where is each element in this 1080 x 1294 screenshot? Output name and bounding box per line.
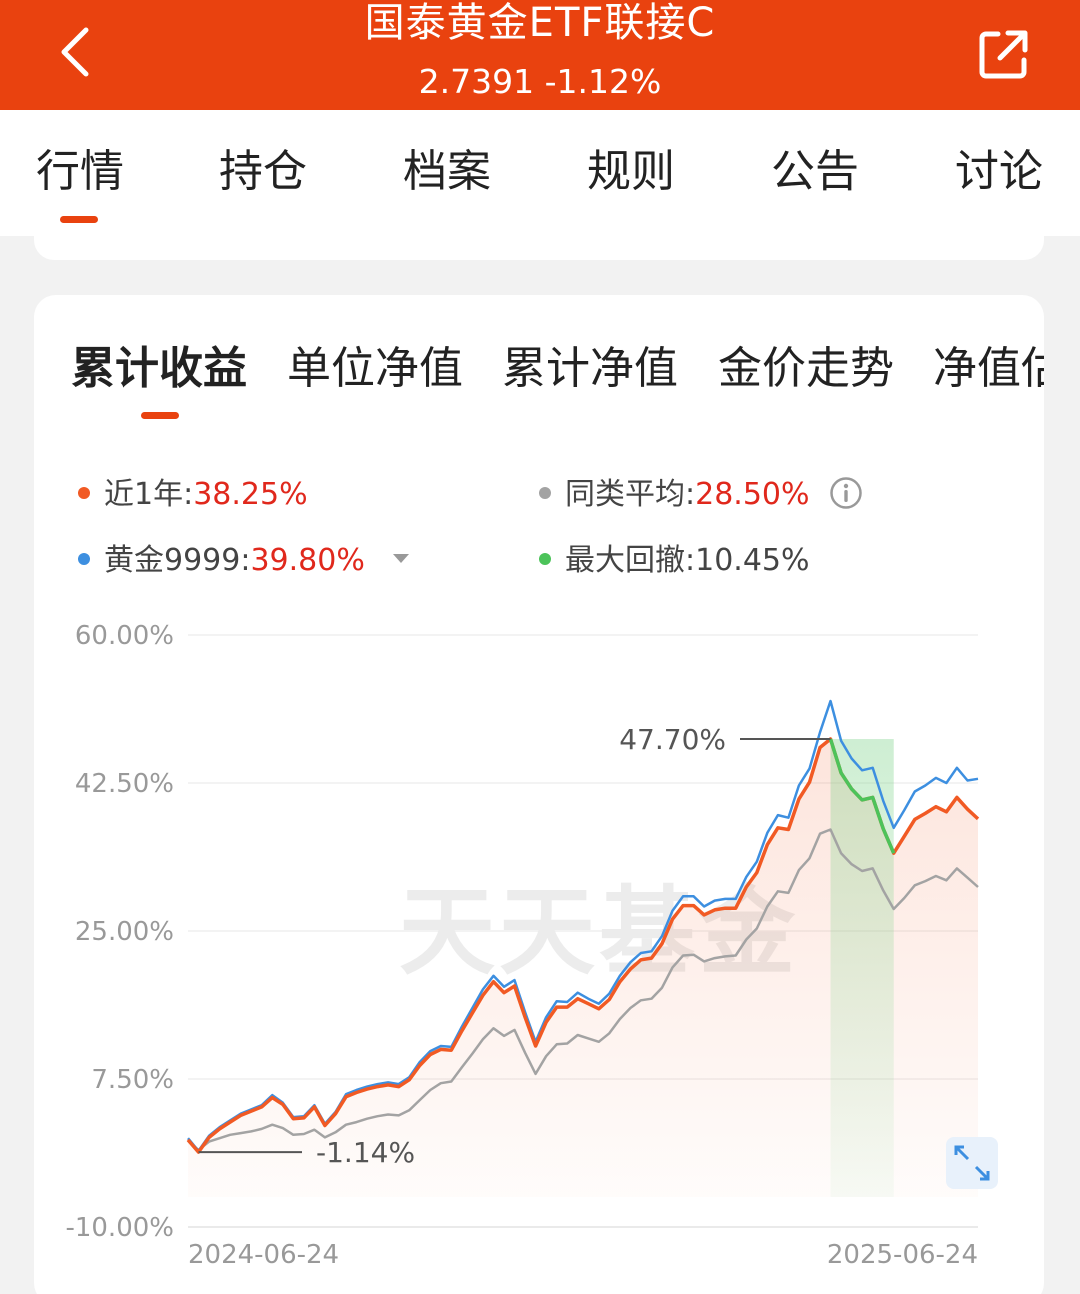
page-title: 国泰黄金ETF联接C [364, 0, 716, 46]
top-header: 国泰黄金ETF联接C 2.7391 -1.12% [0, 0, 1080, 110]
tab-announcements[interactable]: 公告 [771, 146, 859, 197]
y-tick-label: 42.50% [75, 769, 174, 799]
tab-rules[interactable]: 规则 [587, 146, 675, 197]
legend-drawdown-dot [539, 552, 551, 565]
legend-gold-value: 39.80% [250, 543, 365, 578]
price-change: 2.7391 -1.12% [418, 62, 662, 101]
legend-fund-value: 38.25% [193, 477, 308, 512]
legend-gold-dot [78, 552, 90, 565]
max-drawdown-area [830, 739, 894, 1197]
expand-icon [954, 1145, 990, 1181]
subtab-unit-nav[interactable]: 单位净值 [287, 343, 463, 394]
tab-profile[interactable]: 档案 [403, 146, 491, 197]
subtab-cumulative-nav[interactable]: 累计净值 [502, 343, 678, 394]
tab-holdings[interactable]: 持仓 [219, 146, 307, 197]
fund-area [188, 739, 978, 1197]
legend-peer: 同类平均:28.50% [539, 475, 863, 515]
legend-gold[interactable]: 黄金9999:39.80% [78, 541, 410, 581]
x-tick-label: 2024-06-24 [188, 1240, 339, 1270]
share-icon[interactable] [972, 22, 1036, 86]
subtab-active-indicator [141, 412, 179, 419]
legend-drawdown-label: 最大回撤: [565, 543, 696, 578]
info-icon[interactable] [829, 476, 863, 510]
x-tick-label: 2025-06-24 [827, 1240, 978, 1270]
tab-active-indicator [60, 216, 98, 223]
legend-peer-value: 28.50% [695, 477, 810, 512]
dropdown-caret-icon[interactable] [392, 553, 410, 565]
subtab-gold-price[interactable]: 金价走势 [718, 343, 894, 394]
y-tick-label: 60.00% [75, 621, 174, 651]
legend-peer-label: 同类平均: [565, 477, 696, 512]
peer-average-line [187, 828, 979, 1152]
back-arrow-icon[interactable] [52, 20, 112, 84]
tab-quotes[interactable]: 行情 [36, 146, 124, 197]
tab-discussion[interactable]: 讨论 [955, 146, 1043, 197]
chart-card: 累计收益 单位净值 累计净值 金价走势 净值估 近1年:38.25% 同类平均:… [34, 295, 1044, 1294]
subtab-nav-estimate[interactable]: 净值估 [933, 343, 1044, 394]
subtab-cumulative-return[interactable]: 累计收益 [71, 343, 247, 394]
previous-card [34, 226, 1044, 260]
y-tick-label: 25.00% [75, 917, 174, 947]
legend-gold-label: 黄金9999: [104, 543, 251, 578]
y-tick-label: -10.00% [65, 1213, 174, 1243]
y-tick-label: 7.50% [91, 1065, 174, 1095]
legend-drawdown: 最大回撤:10.45% [539, 541, 810, 581]
legend-fund-label: 近1年: [104, 477, 194, 512]
legend-peer-dot [539, 486, 551, 499]
legend-drawdown-value: 10.45% [695, 543, 810, 578]
cumulative-return-chart[interactable]: 天天基金 47.70%-1.14% 60.00%42.50%25.00%7.50… [34, 295, 1044, 1294]
drawdown-line [828, 738, 896, 854]
min-annotation-label: -1.14% [316, 1136, 415, 1169]
fullscreen-button[interactable] [946, 1137, 998, 1189]
max-annotation-label: 47.70% [619, 723, 726, 756]
legend-fund: 近1年:38.25% [78, 475, 308, 515]
legend-fund-dot [78, 486, 90, 499]
main-tab-bar: 行情 持仓 档案 规则 公告 讨论 [0, 110, 1080, 236]
